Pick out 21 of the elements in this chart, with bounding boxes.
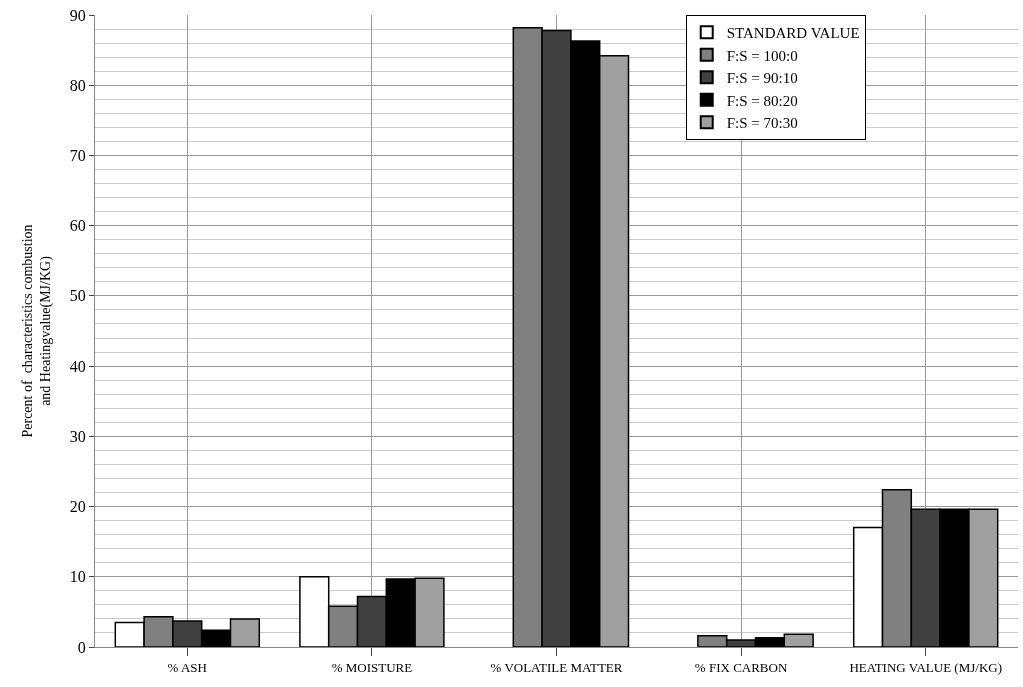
legend-label: F:S = 100:0 (726, 47, 798, 64)
legend-label: F:S = 90:10 (726, 70, 798, 87)
y-tick-label: 30 (69, 427, 86, 445)
y-tick-label: 70 (69, 147, 86, 165)
legend-label: F:S = 70:30 (726, 115, 798, 132)
x-tick-label: % ASH (167, 659, 207, 675)
y-tick-label: 0 (77, 638, 86, 656)
y-tick-label: 10 (69, 568, 86, 586)
y-tick-label: 50 (69, 287, 86, 305)
x-tick-label: % MOISTURE (331, 659, 413, 675)
legend-label: STANDARD VALUE (726, 25, 860, 42)
y-tick-label: 20 (69, 498, 86, 516)
y-axis-title: Percent of characteristics combustion and Heatingvalue(MJ/KG) (20, 224, 55, 438)
x-tick-label: HEATING VALUE (MJ/KG) (849, 659, 1003, 675)
x-tick-label: % VOLATILE MATTER (490, 659, 623, 675)
legend-label: F:S = 80:20 (726, 92, 798, 109)
y-tick-label: 40 (69, 357, 86, 375)
y-tick-label: 90 (69, 6, 86, 24)
y-tick-label: 80 (69, 76, 86, 94)
y-tick-label: 60 (69, 217, 86, 235)
x-tick-label: % FIX CARBON (694, 659, 788, 675)
